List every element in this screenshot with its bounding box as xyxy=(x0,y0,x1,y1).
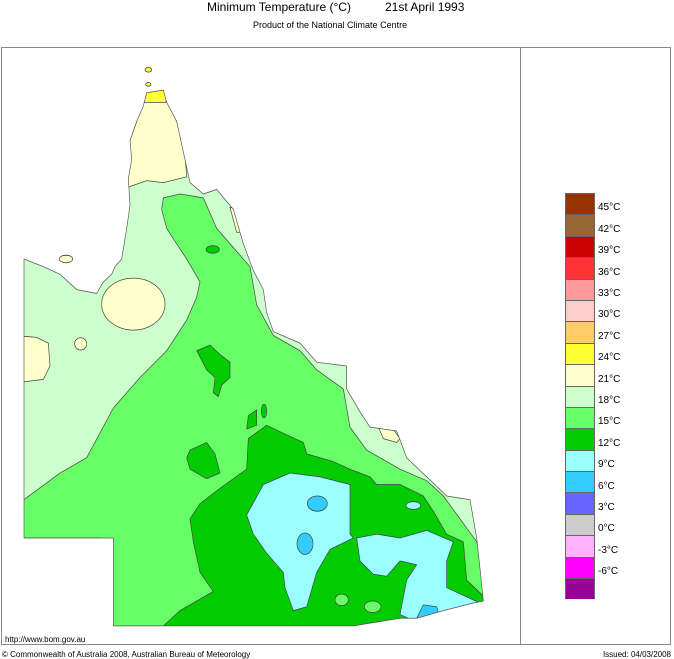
subtitle: Product of the National Climate Centre xyxy=(253,20,408,30)
copyright: © Commonwealth of Australia 2008, Austra… xyxy=(2,650,251,659)
legend-swatch xyxy=(565,513,595,536)
zone-6-9 xyxy=(307,495,328,512)
legend-swatch xyxy=(565,214,595,236)
legend-swatch xyxy=(565,257,595,279)
legend-label: 27°C xyxy=(598,330,621,342)
temperature-map xyxy=(23,67,484,627)
island xyxy=(59,254,73,264)
legend-swatch xyxy=(565,449,595,472)
legend-label: -6°C xyxy=(598,566,619,578)
zone-12-15-island xyxy=(196,344,231,398)
issued-date: Issued: 04/03/2008 xyxy=(602,650,671,659)
zone-12-15-island xyxy=(205,245,220,254)
map-title: Minimum Temperature (°C) 21st April 1993 xyxy=(0,0,674,14)
map-frame xyxy=(1,47,671,645)
island xyxy=(145,82,152,87)
legend-label: 15°C xyxy=(598,416,621,428)
legend-label: 6°C xyxy=(598,480,615,492)
title-text: Minimum Temperature (°C) xyxy=(207,0,351,14)
legend-swatch xyxy=(565,342,595,365)
legend-swatch xyxy=(565,471,595,493)
legend-label: 3°C xyxy=(598,502,615,513)
zone-9-12-small xyxy=(405,501,421,510)
legend-swatch xyxy=(565,578,595,600)
zone-21-24-small xyxy=(74,337,87,351)
zone-15-18-island xyxy=(363,600,382,613)
legend-label: 45°C xyxy=(598,202,621,214)
legend-swatch xyxy=(565,556,595,579)
title-date: 21st April 1993 xyxy=(385,0,465,14)
legend-swatch xyxy=(565,385,595,407)
legend-swatch xyxy=(565,193,595,215)
legend-swatch xyxy=(565,364,595,386)
legend-label: 9°C xyxy=(598,459,615,471)
color-legend: 45°C 42°C 39°C 36°C 33°C 30°C 27°C 24°C 21°C 18°C… xyxy=(565,193,620,600)
zone-15-18-island xyxy=(334,593,349,607)
legend-swatch xyxy=(565,406,595,429)
legend-label: -3°C xyxy=(598,544,619,556)
legend-swatch xyxy=(565,535,595,557)
island xyxy=(144,67,152,73)
zone-24-27-tip xyxy=(143,90,168,103)
zone-12-15-island xyxy=(186,441,221,480)
legend-swatch xyxy=(565,428,595,450)
zone-6-9 xyxy=(296,532,314,555)
zone-21-24-gulf xyxy=(101,277,166,331)
zone-12-15-island xyxy=(246,409,257,430)
legend-swatch xyxy=(565,235,595,258)
legend-label: 0°C xyxy=(598,523,615,535)
legend-label: 21°C xyxy=(598,373,621,385)
legend-swatch xyxy=(565,299,595,322)
legend-divider xyxy=(520,47,521,645)
zone-12-15-island xyxy=(261,403,267,419)
legend-swatch xyxy=(565,278,595,300)
legend-label: 33°C xyxy=(598,288,621,299)
legend-label: 12°C xyxy=(598,437,621,449)
legend-label: 42°C xyxy=(598,223,621,235)
legend-swatch xyxy=(565,321,595,343)
legend-label: 30°C xyxy=(598,309,621,321)
legend-swatch xyxy=(565,492,595,514)
source-url[interactable]: http://www.bom.gov.au xyxy=(5,635,86,644)
legend-label: 36°C xyxy=(598,266,621,278)
zone-21-24-west xyxy=(24,335,51,384)
legend-label: 39°C xyxy=(598,245,621,257)
legend-label: 24°C xyxy=(598,352,621,364)
legend-label: 18°C xyxy=(598,395,621,406)
